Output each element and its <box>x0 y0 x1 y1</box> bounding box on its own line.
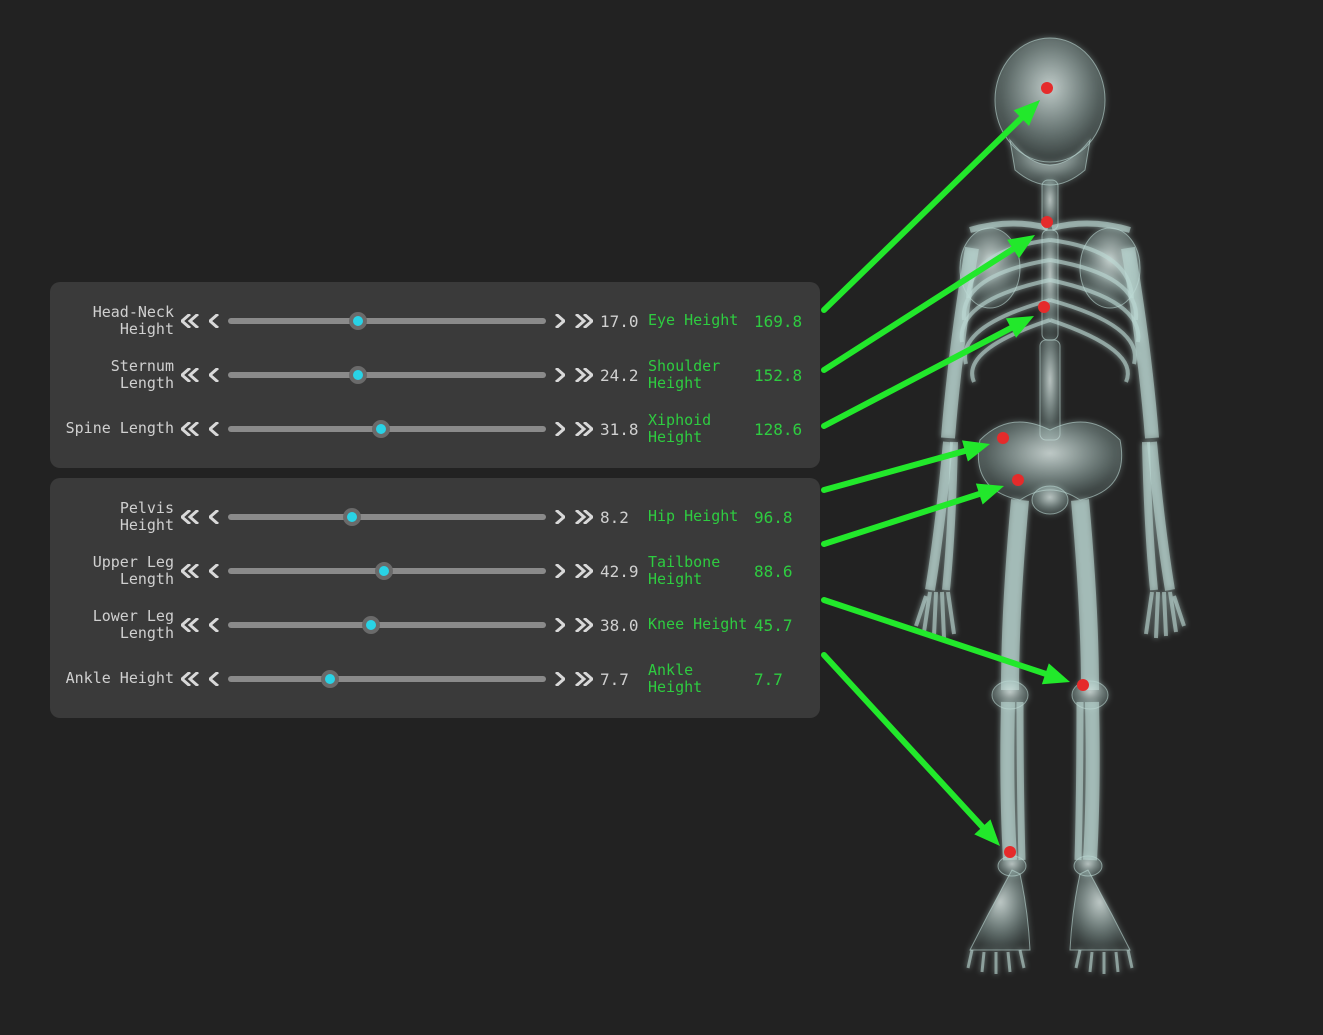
slider[interactable] <box>228 667 546 691</box>
output-label: Ankle Height <box>648 662 748 697</box>
row-label: Spine Length <box>64 420 174 437</box>
row-spine-length: Spine Length 31.8 Xiphoid Height 128.6 <box>64 402 806 456</box>
step-back-icon[interactable] <box>206 363 222 387</box>
output-value: 7.7 <box>754 670 806 689</box>
step-forward-icon[interactable] <box>552 667 568 691</box>
slider[interactable] <box>228 505 546 529</box>
skeleton-diagram <box>860 30 1290 1010</box>
panel-upper-body: Head-Neck Height 17.0 Eye Height 169.8 S… <box>50 282 820 468</box>
step-back-icon[interactable] <box>206 559 222 583</box>
slider[interactable] <box>228 559 546 583</box>
fast-forward-icon[interactable] <box>574 309 594 333</box>
row-head-neck-height: Head-Neck Height 17.0 Eye Height 169.8 <box>64 294 806 348</box>
fast-rewind-icon[interactable] <box>180 417 200 441</box>
slider-value: 8.2 <box>600 508 642 527</box>
step-forward-icon[interactable] <box>552 417 568 441</box>
output-value: 152.8 <box>754 366 806 385</box>
row-lower-leg-length: Lower Leg Length 38.0 Knee Height 45.7 <box>64 598 806 652</box>
row-label: Head-Neck Height <box>64 304 174 339</box>
fast-forward-icon[interactable] <box>574 667 594 691</box>
step-back-icon[interactable] <box>206 667 222 691</box>
slider[interactable] <box>228 613 546 637</box>
output-label: Xiphoid Height <box>648 412 748 447</box>
output-value: 96.8 <box>754 508 806 527</box>
output-value: 45.7 <box>754 616 806 635</box>
fast-rewind-icon[interactable] <box>180 309 200 333</box>
fast-rewind-icon[interactable] <box>180 363 200 387</box>
slider-value: 42.9 <box>600 562 642 581</box>
step-forward-icon[interactable] <box>552 613 568 637</box>
panel-lower-body: Pelvis Height 8.2 Hip Height 96.8 Upper … <box>50 478 820 718</box>
step-forward-icon[interactable] <box>552 309 568 333</box>
slider[interactable] <box>228 363 546 387</box>
row-label: Lower Leg Length <box>64 608 174 643</box>
slider-value: 38.0 <box>600 616 642 635</box>
fast-rewind-icon[interactable] <box>180 613 200 637</box>
fast-forward-icon[interactable] <box>574 505 594 529</box>
row-label: Upper Leg Length <box>64 554 174 589</box>
step-back-icon[interactable] <box>206 417 222 441</box>
control-panel-stack: Head-Neck Height 17.0 Eye Height 169.8 S… <box>50 282 820 728</box>
output-value: 88.6 <box>754 562 806 581</box>
row-upper-leg-length: Upper Leg Length 42.9 Tailbone Height 88… <box>64 544 806 598</box>
output-label: Tailbone Height <box>648 554 748 589</box>
step-forward-icon[interactable] <box>552 363 568 387</box>
fast-forward-icon[interactable] <box>574 417 594 441</box>
output-label: Eye Height <box>648 312 748 329</box>
step-back-icon[interactable] <box>206 309 222 333</box>
slider-value: 7.7 <box>600 670 642 689</box>
slider-value: 17.0 <box>600 312 642 331</box>
row-label: Ankle Height <box>64 670 174 687</box>
output-label: Shoulder Height <box>648 358 748 393</box>
output-label: Hip Height <box>648 508 748 525</box>
row-ankle-height: Ankle Height 7.7 Ankle Height 7.7 <box>64 652 806 706</box>
row-sternum-length: Sternum Length 24.2 Shoulder Height 152.… <box>64 348 806 402</box>
fast-rewind-icon[interactable] <box>180 667 200 691</box>
step-forward-icon[interactable] <box>552 505 568 529</box>
fast-forward-icon[interactable] <box>574 559 594 583</box>
slider-value: 24.2 <box>600 366 642 385</box>
row-pelvis-height: Pelvis Height 8.2 Hip Height 96.8 <box>64 490 806 544</box>
slider[interactable] <box>228 417 546 441</box>
fast-forward-icon[interactable] <box>574 363 594 387</box>
output-value: 128.6 <box>754 420 806 439</box>
fast-rewind-icon[interactable] <box>180 559 200 583</box>
slider-value: 31.8 <box>600 420 642 439</box>
output-label: Knee Height <box>648 616 748 633</box>
row-label: Sternum Length <box>64 358 174 393</box>
output-value: 169.8 <box>754 312 806 331</box>
step-back-icon[interactable] <box>206 505 222 529</box>
fast-forward-icon[interactable] <box>574 613 594 637</box>
fast-rewind-icon[interactable] <box>180 505 200 529</box>
step-forward-icon[interactable] <box>552 559 568 583</box>
step-back-icon[interactable] <box>206 613 222 637</box>
slider[interactable] <box>228 309 546 333</box>
row-label: Pelvis Height <box>64 500 174 535</box>
